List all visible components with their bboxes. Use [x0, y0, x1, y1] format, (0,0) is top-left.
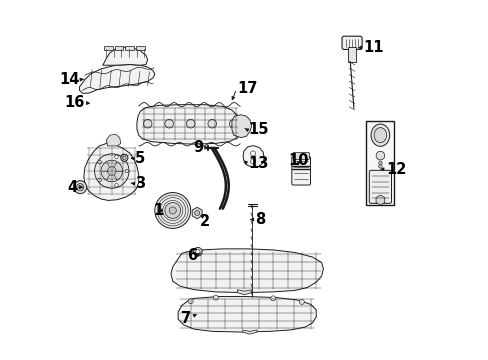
Bar [348, 46, 355, 62]
Polygon shape [237, 290, 251, 295]
Circle shape [74, 181, 86, 194]
Circle shape [250, 159, 255, 164]
Circle shape [378, 165, 382, 168]
Circle shape [299, 300, 304, 305]
Text: 9: 9 [193, 140, 203, 155]
Circle shape [115, 184, 118, 187]
Circle shape [188, 299, 193, 304]
Circle shape [194, 211, 199, 216]
Polygon shape [375, 195, 384, 205]
Circle shape [250, 151, 255, 156]
Circle shape [270, 296, 275, 301]
Text: 14: 14 [59, 72, 80, 87]
Circle shape [143, 120, 152, 128]
Circle shape [122, 156, 126, 159]
Circle shape [213, 295, 218, 300]
Circle shape [169, 207, 176, 214]
Text: 7: 7 [180, 311, 190, 325]
Text: 12: 12 [386, 162, 406, 177]
Polygon shape [178, 297, 316, 332]
Bar [366, 121, 394, 205]
Polygon shape [80, 64, 155, 93]
Polygon shape [125, 45, 134, 50]
Text: 13: 13 [247, 156, 268, 171]
Circle shape [164, 203, 180, 219]
Text: 2: 2 [200, 214, 210, 229]
Polygon shape [104, 45, 112, 50]
Text: 17: 17 [237, 81, 257, 96]
Text: 10: 10 [287, 153, 308, 168]
Circle shape [207, 120, 216, 128]
Polygon shape [83, 143, 139, 201]
Circle shape [98, 178, 101, 182]
FancyBboxPatch shape [292, 152, 309, 159]
Polygon shape [137, 105, 241, 144]
Polygon shape [243, 145, 264, 167]
Circle shape [101, 160, 122, 182]
Circle shape [164, 120, 173, 128]
Text: 8: 8 [255, 212, 265, 227]
Text: 5: 5 [135, 151, 145, 166]
Polygon shape [136, 45, 144, 50]
Polygon shape [115, 45, 123, 50]
Circle shape [121, 154, 128, 161]
Polygon shape [231, 115, 251, 138]
Polygon shape [192, 207, 202, 219]
Circle shape [79, 186, 81, 189]
Circle shape [375, 151, 384, 160]
Circle shape [155, 193, 190, 228]
Text: 4: 4 [67, 180, 78, 195]
Text: 11: 11 [362, 40, 383, 55]
Circle shape [186, 120, 195, 128]
Circle shape [77, 184, 83, 191]
Text: 6: 6 [186, 248, 197, 263]
Circle shape [229, 120, 238, 128]
Text: 15: 15 [247, 122, 268, 137]
Polygon shape [242, 330, 257, 334]
Circle shape [107, 167, 116, 175]
Text: 1: 1 [153, 203, 163, 218]
Circle shape [195, 249, 200, 254]
FancyBboxPatch shape [341, 36, 362, 49]
Ellipse shape [370, 124, 389, 146]
Circle shape [378, 161, 382, 165]
FancyBboxPatch shape [291, 156, 310, 185]
Ellipse shape [373, 128, 386, 143]
FancyBboxPatch shape [368, 170, 391, 203]
Circle shape [193, 247, 202, 256]
Polygon shape [102, 47, 147, 65]
Text: 16: 16 [64, 95, 85, 111]
Polygon shape [171, 249, 323, 293]
Circle shape [98, 161, 101, 164]
Polygon shape [106, 134, 121, 146]
Circle shape [115, 155, 118, 158]
Circle shape [94, 154, 129, 188]
Text: 3: 3 [135, 176, 145, 191]
Circle shape [125, 169, 128, 173]
